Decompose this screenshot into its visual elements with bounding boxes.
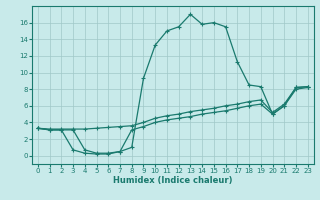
X-axis label: Humidex (Indice chaleur): Humidex (Indice chaleur) xyxy=(113,176,233,185)
